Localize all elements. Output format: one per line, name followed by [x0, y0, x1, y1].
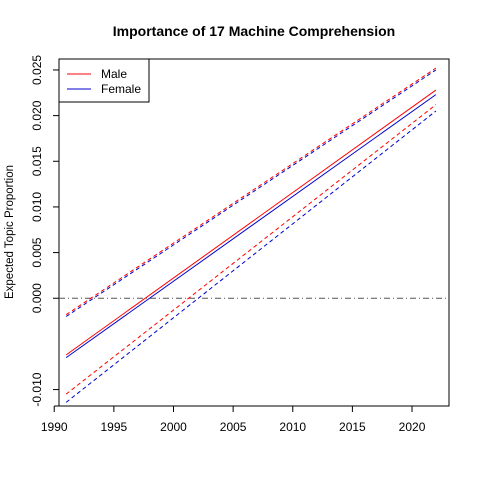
- x-tick-label: 1990: [41, 420, 68, 434]
- x-tick-label: 2010: [279, 420, 306, 434]
- y-tick-label: 0.020: [30, 100, 44, 130]
- x-axis: 1990 1995 2000 2005 2010 2015 2020: [41, 405, 426, 434]
- legend-box: [58, 58, 150, 103]
- male-estimate-line: [65, 89, 437, 356]
- male-upper-bound: [65, 67, 437, 316]
- male-lower-bound: [65, 104, 437, 395]
- x-tick-label: 2000: [160, 420, 187, 434]
- x-tick-label: 2005: [220, 420, 247, 434]
- plot-area: [59, 67, 449, 403]
- x-tick-label: 2020: [399, 420, 426, 434]
- chart-title: Importance of 17 Machine Comprehension: [113, 23, 395, 39]
- female-upper-bound: [65, 69, 437, 317]
- x-tick-label: 1995: [101, 420, 128, 434]
- y-tick-label: 0.000: [30, 283, 44, 313]
- y-tick-label: 0.015: [30, 146, 44, 176]
- legend-label-female: Female: [101, 82, 141, 96]
- y-tick-label: 0.025: [30, 55, 44, 85]
- y-axis: -0.010 0.000 0.005 0.010 0.015 0.020 0.025: [30, 55, 60, 407]
- female-estimate-line: [65, 94, 437, 359]
- y-axis-label: Expected Topic Proportion: [4, 165, 16, 299]
- legend-label-male: Male: [101, 67, 127, 81]
- x-tick-label: 2015: [339, 420, 366, 434]
- y-tick-label: 0.010: [30, 192, 44, 222]
- y-tick-label: 0.005: [30, 237, 44, 267]
- y-tick-label: -0.010: [30, 372, 44, 406]
- female-lower-bound: [65, 110, 437, 403]
